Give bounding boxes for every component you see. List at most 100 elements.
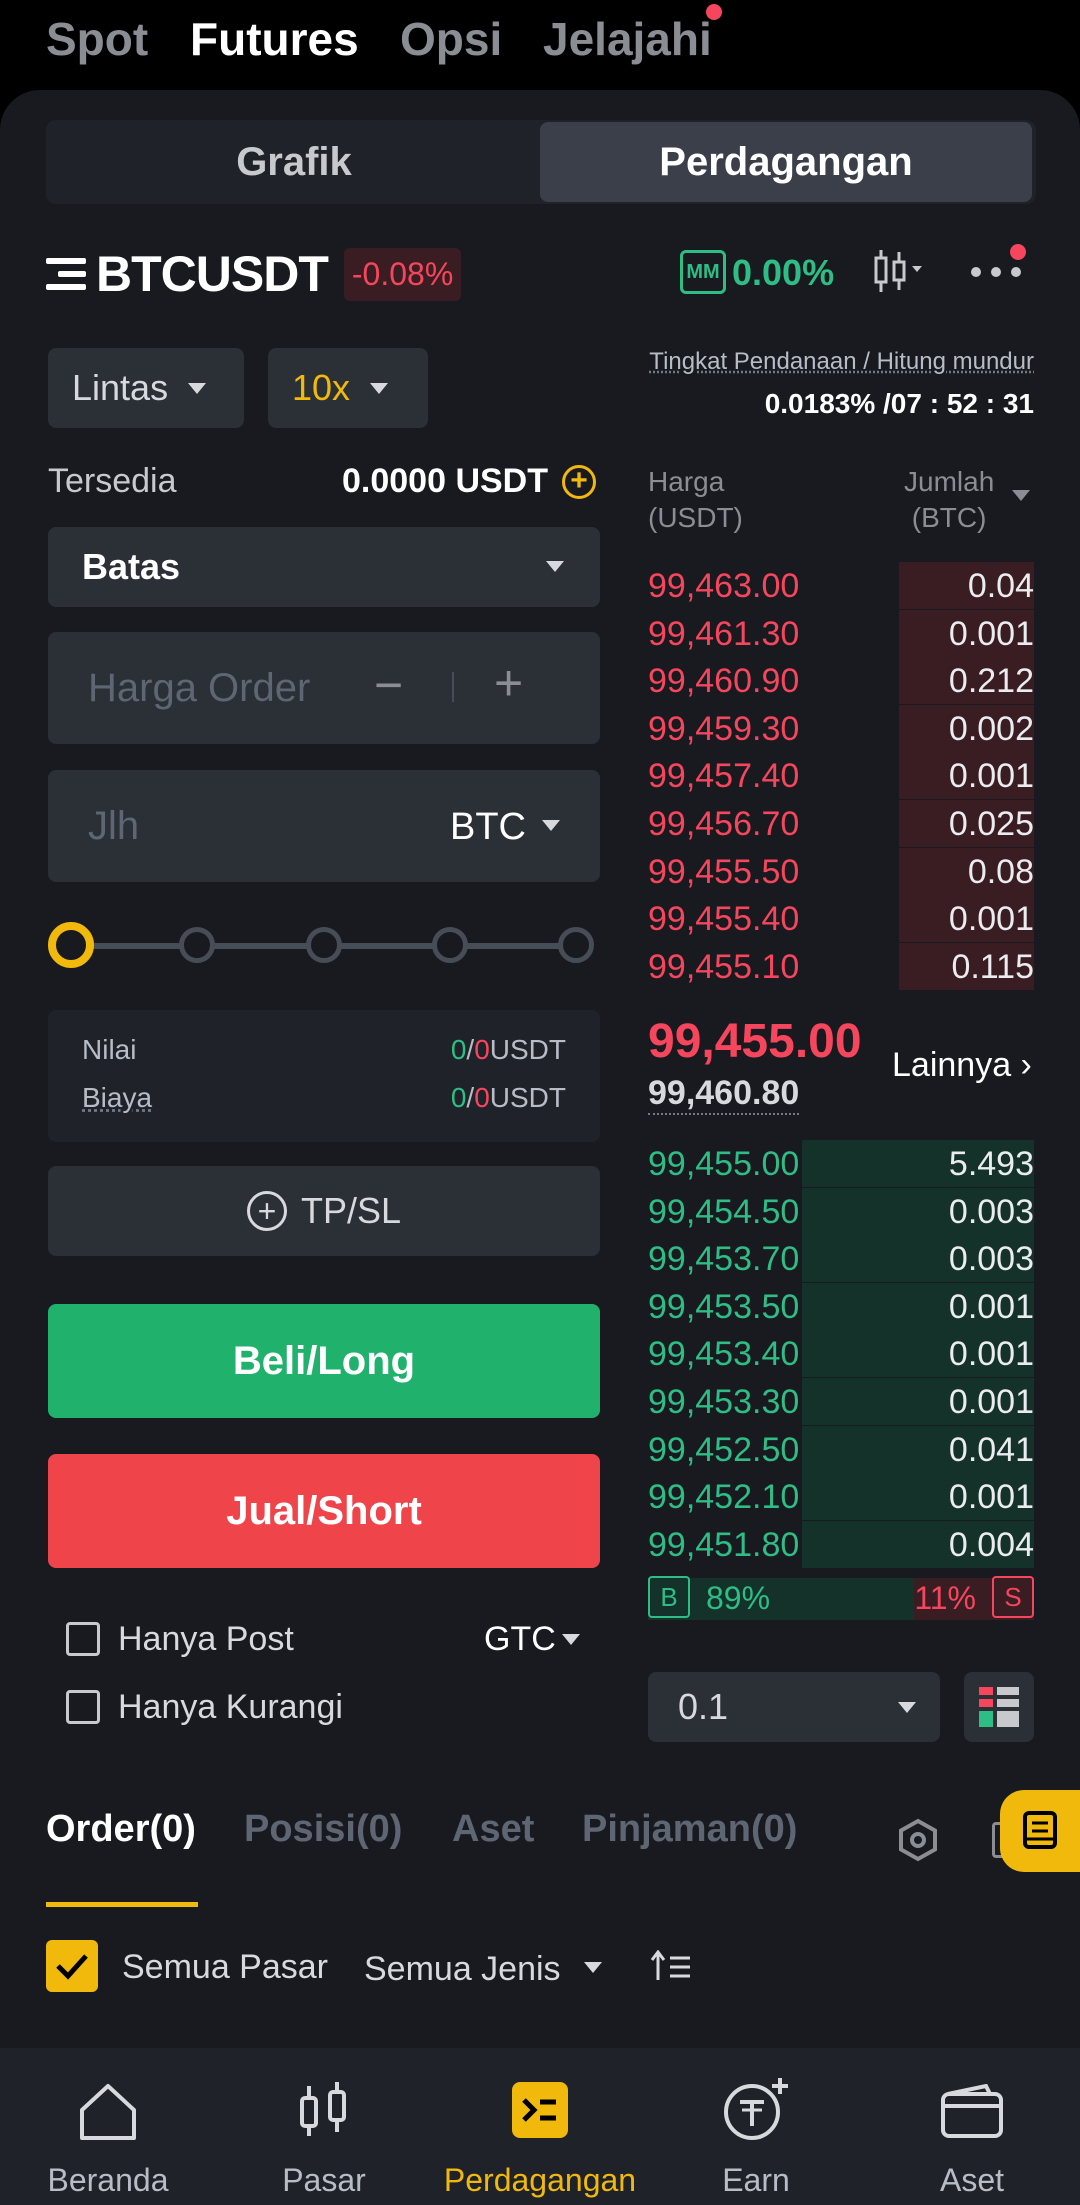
chevron-down-icon (562, 1634, 580, 1645)
sell-ratio-badge: S (992, 1576, 1034, 1618)
slider-knob-50[interactable] (306, 927, 342, 963)
ask-price: 99,460.90 (648, 662, 800, 701)
margin-mode-value: Lintas (72, 367, 169, 408)
margin-mode-select[interactable]: Lintas (48, 348, 244, 428)
price-precision-select[interactable]: 0.1 (648, 1672, 940, 1742)
order-type-select[interactable]: Batas (48, 527, 600, 607)
sort-icon[interactable] (650, 1950, 692, 1984)
bid-qty: 0.001 (948, 1287, 1034, 1326)
more-orderbook-link[interactable]: Lainnya › (892, 1046, 1032, 1084)
slider-knob-75[interactable] (432, 927, 468, 963)
active-tab-indicator (46, 1902, 198, 1907)
ask-row[interactable]: 99,461.30 0.001 (648, 609, 1034, 657)
symbol-header[interactable]: BTCUSDT -0.08% (46, 244, 462, 304)
price-change-badge: -0.08% (343, 247, 462, 301)
nav-home-label: Beranda (47, 2162, 169, 2198)
tab-spot[interactable]: Spot (46, 13, 149, 65)
sell-short-button[interactable]: Jual/Short (48, 1454, 600, 1568)
ask-row[interactable]: 99,456.70 0.025 (648, 800, 1034, 847)
nav-markets-label: Pasar (282, 2162, 366, 2198)
candlestick-chart-icon[interactable] (872, 246, 928, 296)
bid-row[interactable]: 99,453.70 0.003 (648, 1235, 1034, 1283)
ask-row[interactable]: 99,463.00 0.04 (648, 562, 1034, 609)
ask-row[interactable]: 99,455.40 0.001 (648, 895, 1034, 943)
bid-row[interactable]: 99,451.80 0.004 (648, 1520, 1034, 1568)
ask-qty: 0.001 (948, 614, 1034, 653)
ask-row[interactable]: 99,457.40 0.001 (648, 752, 1034, 800)
add-funds-icon[interactable]: + (562, 465, 596, 499)
bid-row[interactable]: 99,452.50 0.041 (648, 1425, 1034, 1473)
all-markets-checkbox[interactable] (46, 1940, 98, 1992)
mm-icon[interactable]: MM (680, 250, 726, 294)
bid-depth-bar (802, 1187, 1034, 1235)
buy-long-button[interactable]: Beli/Long (48, 1304, 600, 1418)
book-icon (1023, 1811, 1057, 1849)
nav-assets[interactable]: Aset (864, 2048, 1080, 2205)
tpsl-button[interactable]: + TP/SL (48, 1166, 600, 1256)
tab-futures[interactable]: Futures (190, 13, 359, 65)
home-icon (80, 2084, 136, 2140)
ask-qty: 0.002 (948, 709, 1034, 748)
increase-price-button[interactable]: + (494, 655, 524, 711)
leverage-select[interactable]: 10x (268, 348, 428, 428)
slider-knob-0[interactable] (48, 922, 94, 968)
ask-row[interactable]: 99,455.10 0.115 (648, 942, 1034, 990)
amount-unit-select[interactable]: BTC (450, 806, 526, 848)
segment-chart[interactable]: Grafik (236, 139, 352, 184)
tab-positions[interactable]: Posisi(0) (244, 1808, 403, 1850)
ask-row[interactable]: 99,455.50 0.08 (648, 847, 1034, 895)
order-price-field[interactable]: Harga Order − + (48, 632, 600, 744)
time-in-force-select[interactable]: GTC (484, 1620, 556, 1658)
bid-row[interactable]: 99,453.30 0.001 (648, 1378, 1034, 1425)
post-only-checkbox[interactable] (66, 1622, 100, 1656)
nav-markets[interactable]: Pasar (216, 2048, 432, 2205)
order-amount-field[interactable]: Jlh BTC (48, 770, 600, 882)
tab-explore[interactable]: Jelajahi (543, 13, 712, 65)
mark-price[interactable]: 99,460.80 (648, 1074, 800, 1115)
nav-home[interactable]: Beranda (0, 2048, 216, 2205)
orderbook-qty-header[interactable]: Jumlah (BTC) (904, 466, 995, 533)
guide-floating-button[interactable] (1000, 1790, 1080, 1872)
menu-icon (46, 256, 86, 292)
bid-row[interactable]: 99,454.50 0.003 (648, 1187, 1034, 1235)
ask-row[interactable]: 99,459.30 0.002 (648, 704, 1034, 752)
ask-qty: 0.04 (967, 567, 1034, 605)
tab-orders[interactable]: Order(0) (46, 1808, 196, 1850)
bid-row[interactable]: 99,453.50 0.001 (648, 1282, 1034, 1330)
bid-row[interactable]: 99,455.00 5.493 (648, 1140, 1034, 1187)
check-icon (56, 1954, 88, 1980)
fee-label[interactable]: Biaya (82, 1082, 153, 1113)
view-segment-control: Grafik Perdagangan (46, 120, 1036, 204)
ask-depth-bar (898, 609, 1034, 657)
nav-trade[interactable]: Perdagangan (432, 2048, 648, 2205)
bid-row[interactable]: 99,452.10 0.001 (648, 1473, 1034, 1521)
more-options-icon[interactable] (968, 258, 1028, 282)
nav-earn-label: Earn (722, 2162, 790, 2198)
ask-depth-bar (898, 704, 1034, 752)
slider-knob-100[interactable] (558, 927, 594, 963)
funding-rate-label[interactable]: Tingkat Pendanaan / Hitung mundur (649, 348, 1034, 375)
nav-earn[interactable]: Earn (648, 2048, 864, 2205)
tab-borrowings[interactable]: Pinjaman(0) (582, 1808, 798, 1850)
trade-icon (512, 2082, 568, 2138)
mm-ratio-value[interactable]: 0.00% (732, 252, 835, 293)
settings-icon[interactable] (896, 1818, 940, 1862)
chevron-down-icon (584, 1962, 602, 1973)
bid-price: 99,453.70 (648, 1240, 800, 1279)
segment-trade[interactable]: Perdagangan (540, 122, 1032, 202)
ask-row[interactable]: 99,460.90 0.212 (648, 657, 1034, 705)
orderbook-layout-button[interactable] (964, 1672, 1034, 1742)
tab-options[interactable]: Opsi (400, 13, 503, 65)
all-types-select[interactable]: Semua Jenis (364, 1950, 561, 1988)
slider-knob-25[interactable] (179, 927, 215, 963)
ask-depth-bar (898, 800, 1034, 847)
symbol-name: BTCUSDT (96, 246, 329, 302)
bid-row[interactable]: 99,453.40 0.001 (648, 1330, 1034, 1378)
available-label: Tersedia (48, 462, 177, 500)
tab-assets[interactable]: Aset (452, 1808, 535, 1850)
ask-price: 99,455.10 (648, 947, 800, 986)
reduce-only-checkbox[interactable] (66, 1690, 100, 1724)
bid-price: 99,453.40 (648, 1335, 800, 1374)
ask-depth-bar (898, 847, 1034, 895)
decrease-price-button[interactable]: − (374, 657, 404, 713)
